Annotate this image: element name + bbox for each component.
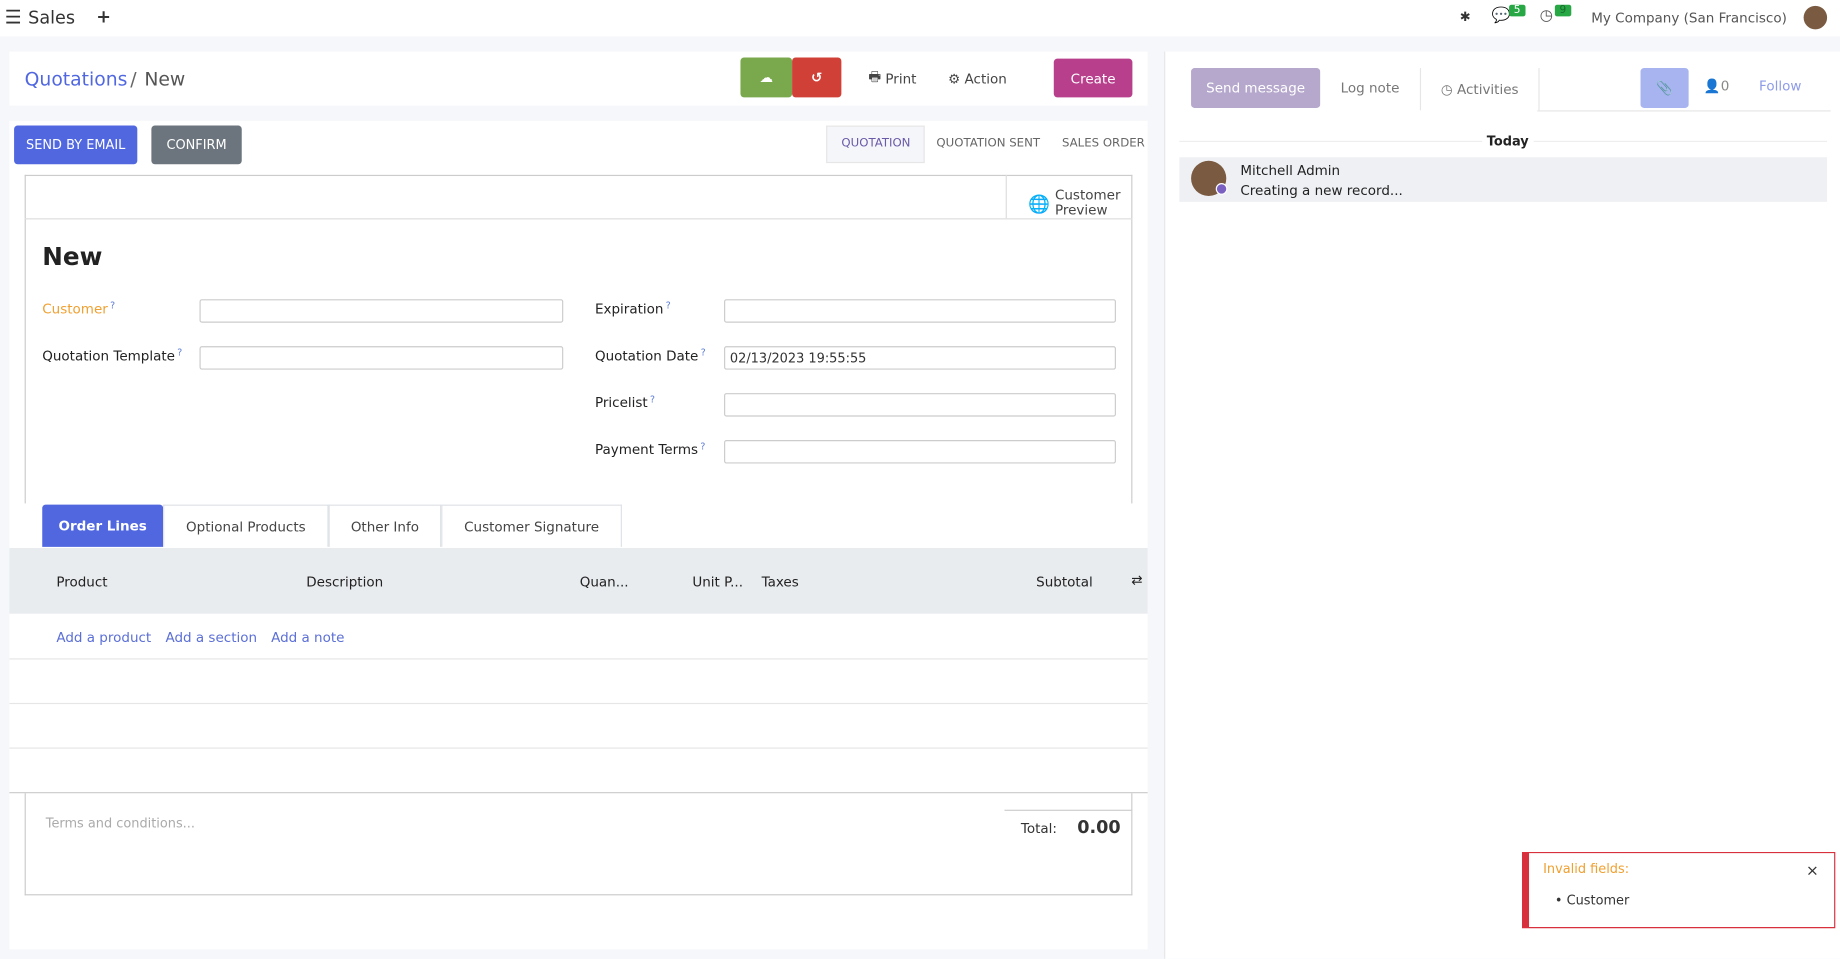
follow-button[interactable]: Follow <box>1759 77 1802 94</box>
help-icon[interactable]: ? <box>650 394 656 405</box>
close-icon[interactable]: × <box>1805 862 1819 881</box>
chatter <box>1164 51 1840 959</box>
action-label: Action <box>964 70 1007 87</box>
printer-icon: 🖶 <box>868 67 882 84</box>
followers-button[interactable]: 👤 0 <box>1704 77 1729 93</box>
pricelist-field[interactable] <box>724 393 1116 417</box>
company-switcher[interactable]: My Company (San Francisco) <box>1591 9 1787 26</box>
tab-order-lines[interactable]: Order Lines <box>42 504 164 547</box>
payment-terms-field[interactable] <box>724 440 1116 464</box>
total-label: Total: <box>1020 820 1057 837</box>
form-frame <box>24 174 1133 504</box>
expiration-field[interactable] <box>724 299 1116 323</box>
message-author[interactable]: Mitchell Admin <box>1240 161 1341 179</box>
terms-input[interactable]: Terms and conditions... <box>45 815 195 831</box>
column-subtotal[interactable]: Subtotal <box>1036 573 1093 591</box>
messages-badge: 5 <box>1509 4 1526 17</box>
column-unit-price[interactable]: Unit P... <box>692 573 744 591</box>
breadcrumb-quotations[interactable]: Quotations <box>24 68 128 91</box>
menu-icon[interactable]: ☰ <box>4 5 22 29</box>
plus-icon[interactable]: + <box>96 5 111 27</box>
message <box>1179 157 1828 202</box>
control-panel: Quotations / New <box>9 51 1148 106</box>
action-button[interactable]: ⚙ Action <box>948 68 1007 89</box>
activities-label: Activities <box>1456 80 1519 98</box>
expiration-label: Expiration? <box>594 300 671 317</box>
customer-field[interactable] <box>199 299 564 323</box>
help-icon[interactable]: ? <box>110 300 116 311</box>
help-icon[interactable]: ? <box>665 300 671 311</box>
confirm-button[interactable]: CONFIRM <box>151 125 242 165</box>
tab-other-info[interactable]: Other Info <box>328 504 442 547</box>
quotation-date-label: Quotation Date? <box>594 347 706 364</box>
pricelist-label: Pricelist? <box>594 394 656 411</box>
record-title: New <box>42 242 103 272</box>
customer-label: Customer? <box>42 300 116 317</box>
cloud-upload-icon: ☁ <box>759 69 774 86</box>
quotation-template-label: Quotation Template? <box>42 347 183 364</box>
user-avatar[interactable] <box>1803 5 1828 30</box>
send-by-email-button[interactable]: SEND BY EMAIL <box>14 125 138 165</box>
clock-icon: ◷ <box>1440 80 1453 98</box>
save-button[interactable]: ☁ <box>740 57 793 98</box>
activities-button[interactable]: ◷ Activities <box>1419 68 1540 111</box>
print-label: Print <box>885 70 917 87</box>
presence-icon <box>1215 183 1228 195</box>
print-button[interactable]: 🖶 Print <box>868 67 917 89</box>
add-note-link[interactable]: Add a note <box>271 628 345 646</box>
invalid-fields-toast: Invalid fields: × • Customer <box>1521 851 1836 929</box>
activities-badge: 9 <box>1554 4 1571 17</box>
clock-icon[interactable]: ◷ <box>1539 7 1553 25</box>
total-value: 0.00 <box>1077 816 1121 838</box>
log-note-button[interactable]: Log note <box>1340 79 1400 97</box>
globe-icon: 🌐 <box>1027 193 1050 215</box>
gear-icon: ⚙ <box>948 70 961 87</box>
stage-sales-order[interactable]: SALES ORDER <box>1061 137 1145 151</box>
day-separator: Today <box>1482 133 1534 150</box>
tab-optional-products[interactable]: Optional Products <box>163 504 329 547</box>
order-lines-header <box>9 548 1148 614</box>
add-section-link[interactable]: Add a section <box>165 628 258 646</box>
payment-terms-label: Payment Terms? <box>594 441 706 458</box>
breadcrumb-current: New <box>144 68 186 91</box>
help-icon[interactable]: ? <box>700 441 706 452</box>
top-navbar: ☰ Sales + ✱ 💬 5 ◷ 9 My Company (San Fran… <box>0 0 1840 37</box>
discard-button[interactable]: ↺ <box>792 57 842 98</box>
message-body: Creating a new record... <box>1240 181 1403 199</box>
toast-title: Invalid fields: <box>1543 861 1630 877</box>
help-icon[interactable]: ? <box>177 347 183 358</box>
create-button[interactable]: Create <box>1053 58 1133 98</box>
undo-icon: ↺ <box>811 69 823 86</box>
optional-columns-icon[interactable]: ⇄ <box>1131 571 1143 588</box>
attachment-button[interactable]: 📎 <box>1640 68 1689 108</box>
quotation-template-field[interactable] <box>199 346 564 370</box>
column-quantity[interactable]: Quan... <box>579 573 629 591</box>
stage-quotation[interactable]: QUOTATION <box>841 137 911 151</box>
user-icon: 👤 <box>1703 77 1721 94</box>
add-product-link[interactable]: Add a product <box>56 628 152 646</box>
breadcrumb-separator: / <box>130 68 137 91</box>
help-icon[interactable]: ? <box>700 347 706 358</box>
toast-item: • Customer <box>1554 893 1630 909</box>
quotation-date-field[interactable]: 02/13/2023 19:55:55 <box>724 346 1116 370</box>
column-product[interactable]: Product <box>56 573 108 591</box>
stage-quotation-sent[interactable]: QUOTATION SENT <box>936 137 1041 151</box>
chat-icon[interactable]: 💬 <box>1491 7 1511 25</box>
column-description[interactable]: Description <box>306 573 384 591</box>
send-message-button[interactable]: Send message <box>1191 68 1321 108</box>
tab-customer-signature[interactable]: Customer Signature <box>441 504 622 547</box>
bug-icon[interactable]: ✱ <box>1459 9 1471 25</box>
app-name[interactable]: Sales <box>28 7 76 29</box>
footer-frame <box>24 793 1133 896</box>
column-taxes[interactable]: Taxes <box>761 573 799 591</box>
paperclip-icon: 📎 <box>1656 79 1673 97</box>
customer-preview-button[interactable]: Customer Preview <box>1054 186 1121 219</box>
followers-count: 0 <box>1720 77 1730 94</box>
